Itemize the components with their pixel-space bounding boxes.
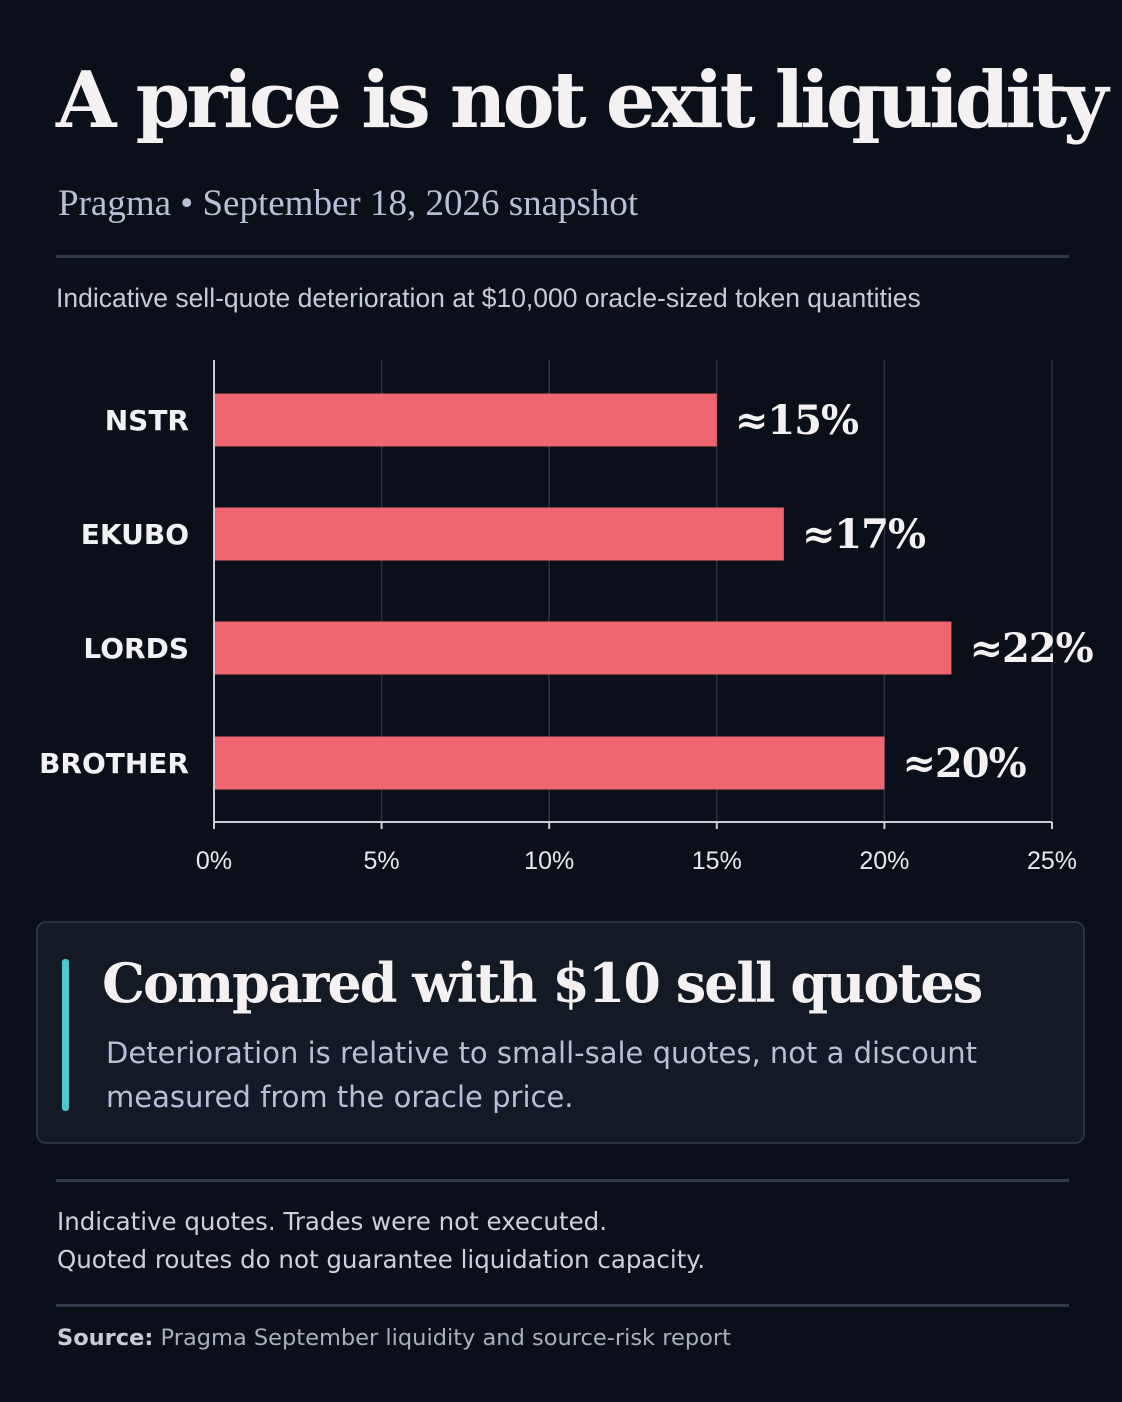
- value-label: ≈17%: [802, 511, 926, 558]
- disclaimer-line-1: Indicative quotes. Trades were not execu…: [57, 1207, 607, 1236]
- category-label: NSTR: [105, 404, 189, 437]
- page-subtitle: Pragma • September 18, 2026 snapshot: [58, 183, 639, 224]
- callout-body: Deterioration is relative to small-sale …: [106, 1036, 977, 1114]
- value-label: ≈15%: [735, 397, 859, 444]
- bar-lords: [215, 621, 952, 675]
- page-title: A price is not exit liquidity: [56, 55, 1108, 146]
- category-label: LORDS: [83, 632, 189, 665]
- callout-title: Compared with $10 sell quotes: [102, 951, 983, 1015]
- chart-caption: Indicative sell-quote deterioration at $…: [56, 283, 921, 313]
- source-line: Source: Pragma September liquidity and s…: [57, 1325, 731, 1351]
- disclaimer-notes: Indicative quotes. Trades were not execu…: [57, 1203, 705, 1279]
- header-divider: [56, 255, 1069, 258]
- x-tick-label: 0%: [196, 847, 232, 875]
- source-divider: [56, 1304, 1069, 1307]
- value-label: ≈22%: [969, 625, 1093, 672]
- x-tick-label: 25%: [1027, 847, 1077, 875]
- x-tick-label: 15%: [692, 847, 742, 875]
- category-label: BROTHER: [39, 747, 189, 780]
- category-label: EKUBO: [81, 518, 189, 551]
- bar-ekubo: [215, 507, 784, 561]
- value-label: ≈20%: [902, 740, 1026, 787]
- bar-nstr: [215, 393, 717, 447]
- x-tick-label: 5%: [364, 847, 400, 875]
- source-text: Pragma September liquidity and source-ri…: [160, 1325, 731, 1351]
- x-tick-label: 20%: [859, 847, 909, 875]
- notes-divider: [56, 1179, 1069, 1182]
- bar-chart: 0% 5% 10% 15% 20% 25% NSTR ≈15% EKUBO ≈17% LORDS ≈2…: [39, 360, 1095, 875]
- bar-brother: [215, 736, 885, 790]
- x-tick-label: 10%: [524, 847, 574, 875]
- callout-box: Compared with $10 sell quotes Deteriorat…: [36, 921, 1085, 1144]
- callout-accent-bar: [62, 959, 69, 1111]
- source-label: Source:: [57, 1325, 154, 1351]
- disclaimer-line-2: Quoted routes do not guarantee liquidati…: [57, 1245, 706, 1274]
